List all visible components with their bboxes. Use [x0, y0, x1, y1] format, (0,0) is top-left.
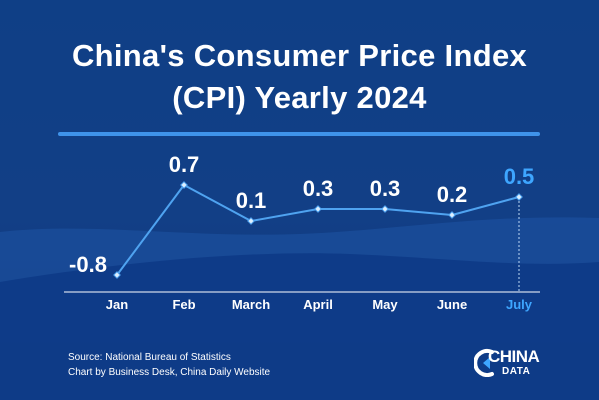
- logo-subtitle: DATA: [502, 366, 531, 377]
- value-label: 0.1: [236, 188, 267, 213]
- value-label: 0.7: [169, 152, 200, 177]
- title-line-1: China's Consumer Price Index: [71, 38, 528, 73]
- title-line-2: (CPI) Yearly 2024: [172, 80, 427, 115]
- x-tick-label: Jan: [106, 297, 128, 312]
- x-tick-label: Feb: [172, 297, 195, 312]
- value-label: 0.3: [370, 176, 401, 201]
- x-tick-label: May: [372, 297, 398, 312]
- x-tick-label: March: [232, 297, 270, 312]
- data-point-marker: [381, 205, 389, 213]
- data-point-marker: [314, 205, 322, 213]
- data-point-marker: [247, 217, 255, 225]
- source-line: Source: National Bureau of Statistics: [68, 352, 231, 363]
- value-label: 0.2: [437, 182, 468, 207]
- china-data-logo: CHINA DATA: [474, 345, 554, 385]
- value-label: -0.8: [69, 252, 107, 277]
- data-point-marker: [448, 211, 456, 219]
- x-tick-label: April: [303, 297, 333, 312]
- data-point-marker: [113, 271, 121, 279]
- credit-line: Chart by Business Desk, China Daily Webs…: [68, 367, 271, 378]
- data-point-marker: [180, 181, 188, 189]
- title-divider: [58, 132, 540, 136]
- x-tick-label: July: [506, 297, 533, 312]
- logo-wordmark: CHINA: [488, 347, 540, 366]
- value-label: 0.3: [303, 176, 334, 201]
- x-tick-label: June: [437, 297, 467, 312]
- data-point-marker: [515, 193, 523, 201]
- value-label: 0.5: [504, 164, 535, 189]
- background-wave-dark: [0, 253, 599, 400]
- logo-mark-icon: [474, 349, 494, 377]
- source-note: Source: National Bureau of Statistics Ch…: [68, 350, 270, 380]
